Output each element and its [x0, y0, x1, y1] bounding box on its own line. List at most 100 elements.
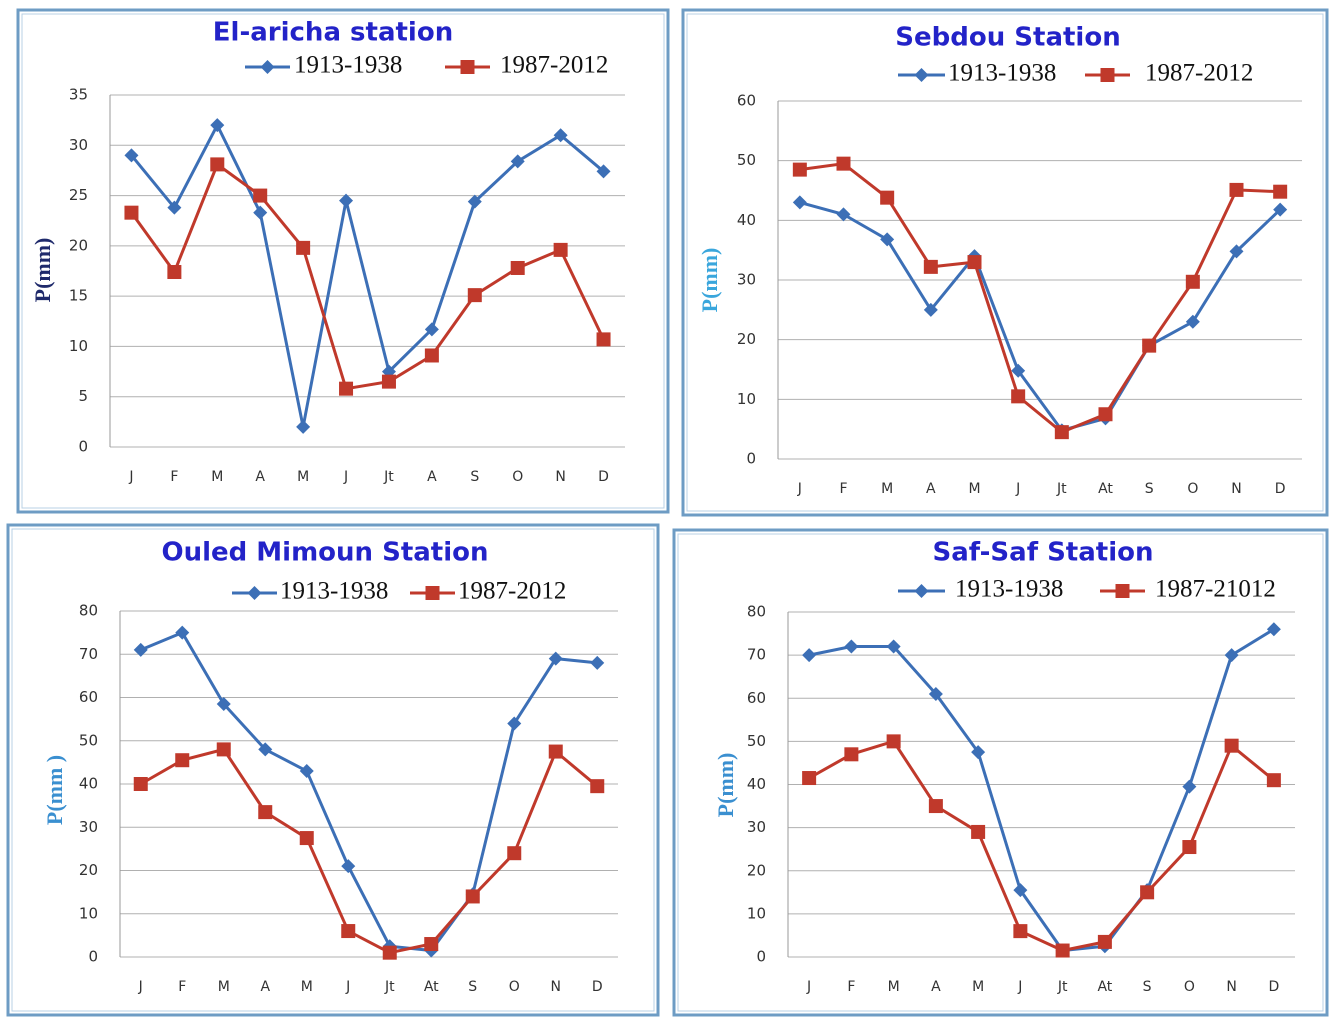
chart-panel: Ouled Mimoun Station P(mm ) 0 10 20 30 40 50 60 7…	[6, 523, 660, 1017]
legend-marker	[1100, 68, 1115, 82]
series-line	[808, 739, 1275, 953]
marker	[1185, 274, 1200, 289]
marker	[590, 779, 605, 794]
y-tick-label: 20	[747, 861, 766, 879]
panel-frame	[681, 8, 1329, 517]
x-tick-label: A	[255, 469, 265, 485]
x-tick-label: F	[847, 979, 855, 995]
y-tick-label: 80	[79, 602, 98, 620]
x-tick-label: J	[1017, 979, 1022, 995]
y-tick-label: 10	[69, 337, 88, 355]
panel-frame	[16, 8, 670, 514]
marker	[967, 255, 982, 270]
y-tick-label: 15	[69, 287, 88, 305]
marker	[424, 348, 439, 363]
x-tick-label: J	[345, 979, 350, 995]
series-line	[130, 162, 605, 391]
marker	[1011, 363, 1026, 378]
legend-marker	[425, 586, 440, 600]
x-tick-label: A	[427, 469, 437, 485]
marker	[258, 805, 273, 820]
marker	[424, 322, 439, 337]
legend-marker	[247, 586, 262, 600]
marker	[792, 195, 807, 210]
marker	[880, 190, 895, 205]
x-tick-label: J	[128, 469, 133, 485]
marker	[258, 742, 273, 757]
x-tick-label: S	[1145, 481, 1154, 497]
y-axis-label: P(mm )	[42, 755, 67, 825]
y-tick-label: 35	[69, 86, 88, 104]
marker	[253, 188, 268, 203]
y-tick-label: 20	[79, 861, 98, 879]
chart-title: Saf-Saf Station	[933, 538, 1154, 568]
series-line	[140, 630, 598, 953]
marker	[836, 207, 851, 222]
marker	[424, 937, 439, 952]
legend-label: 1987-2012	[458, 578, 566, 605]
marker	[802, 648, 817, 663]
marker	[596, 332, 611, 347]
x-tick-label: M	[218, 979, 230, 995]
y-tick-label: 80	[747, 603, 766, 621]
x-tick-label: Jt	[1057, 979, 1068, 995]
marker	[510, 260, 525, 275]
x-tick-label: O	[509, 979, 520, 995]
marker	[124, 205, 139, 220]
y-tick-label: 50	[747, 732, 766, 750]
y-tick-label: 60	[747, 689, 766, 707]
marker	[928, 686, 943, 701]
y-tick-label: 30	[69, 136, 88, 154]
marker	[507, 846, 522, 861]
x-tick-label: O	[1187, 481, 1198, 497]
y-tick-label: 60	[79, 688, 98, 706]
y-tick-label: 0	[746, 450, 756, 468]
x-tick-label: At	[424, 979, 439, 995]
marker	[1182, 779, 1197, 794]
marker	[1266, 622, 1281, 637]
legend-label: 1987-21012	[1155, 576, 1276, 603]
series-line	[799, 162, 1281, 434]
marker	[1229, 182, 1244, 197]
marker	[467, 288, 482, 303]
y-tick-label: 30	[79, 818, 98, 836]
marker	[553, 128, 568, 143]
marker	[124, 148, 139, 163]
marker	[792, 162, 807, 177]
marker	[590, 655, 605, 670]
x-tick-label: A	[931, 979, 941, 995]
marker	[844, 747, 859, 762]
marker	[1224, 738, 1239, 753]
marker	[175, 753, 190, 768]
x-tick-label: D	[1275, 481, 1286, 497]
marker	[548, 651, 563, 666]
x-tick-label: Jt	[384, 979, 395, 995]
marker	[1266, 773, 1281, 788]
x-tick-label: N	[1231, 481, 1241, 497]
x-tick-label: Jt	[1056, 481, 1067, 497]
y-tick-label: 20	[69, 236, 88, 254]
y-tick-label: 20	[737, 330, 756, 348]
marker	[216, 742, 231, 757]
series-line	[799, 200, 1282, 433]
marker	[1140, 885, 1155, 900]
legend-marker	[460, 60, 475, 74]
chart-panel: El-aricha station P(mm) 0 5 10 15 20 25 30 35 J F M A…	[16, 8, 670, 514]
x-tick-label: D	[1268, 979, 1279, 995]
legend-label: 1913-1938	[280, 578, 388, 605]
y-tick-label: 40	[737, 211, 756, 229]
x-tick-label: D	[598, 469, 609, 485]
x-tick-label: M	[968, 481, 980, 497]
x-tick-label: M	[301, 979, 313, 995]
x-tick-label: N	[551, 979, 561, 995]
y-tick-label: 0	[88, 948, 98, 966]
y-axis-label: P(mm)	[30, 238, 55, 303]
legend-label: 1987-2012	[1145, 60, 1253, 87]
x-tick-label: M	[297, 469, 309, 485]
marker	[467, 194, 482, 209]
marker	[510, 154, 525, 169]
marker	[596, 164, 611, 179]
y-tick-label: 40	[79, 775, 98, 793]
y-tick-label: 25	[69, 186, 88, 204]
